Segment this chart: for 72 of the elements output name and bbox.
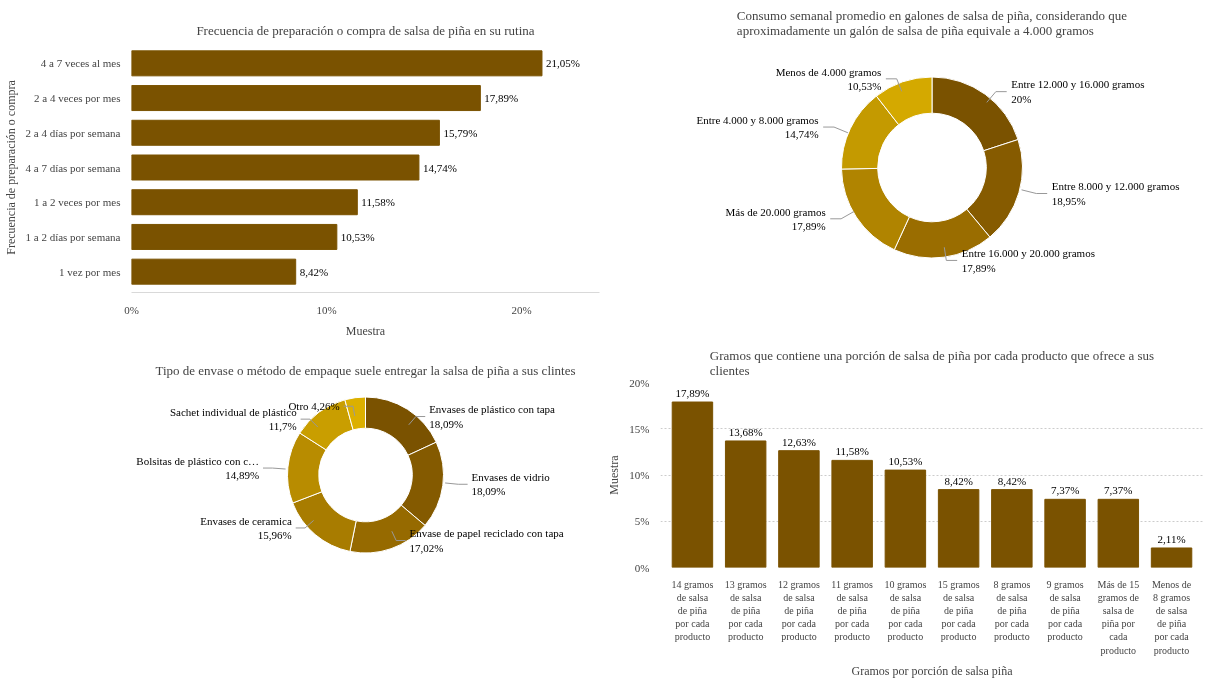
y-axis-title: Frecuencia de preparación o compra [3,79,18,255]
data-label: 17,89% [675,387,710,400]
chart-title: Gramos que contiene una porción de salsa de piña por cada producto que ofrece a sus clientes [709,347,1155,378]
y-axis-title: Muestra [607,454,622,495]
x-tick-label: 11 gramos de salsa de piña por cada producto [831,578,874,643]
y-tick-label: 2 a 4 veces por mes [34,92,121,105]
data-label: 15,79% [443,126,478,139]
x-tick-label: 13 gramos de salsa de piña por cada producto [724,578,767,643]
slice-label: Bolsitas de plástico con c… [136,454,260,467]
data-label: 11,7% [268,420,297,433]
data-label: 7,37% [1104,484,1133,497]
data-label: 8,42% [299,265,329,278]
y-tick-label: 1 a 2 veces por mes [34,196,121,209]
y-tick-label: 1 vez por mes [59,265,121,278]
data-label: 21,05% [545,57,580,70]
data-label: 8,42% [944,474,973,487]
data-label: 17,89% [484,92,519,105]
y-tick-label: 15% [629,422,650,435]
x-tick-label: 0% [124,303,139,316]
data-label: 18,95% [1051,194,1086,207]
slice-label: Entre 16.000 y 20.000 gramos [961,247,1095,260]
data-label: 13,68% [728,425,763,438]
y-tick-label: 5% [634,515,650,528]
slice-label: Entre 4.000 y 8.000 gramos [696,113,819,126]
data-label: 8,42% [997,474,1027,487]
y-tick-label: 4 a 7 veces al mes [40,57,121,70]
data-label: 18,09% [471,485,506,498]
y-tick-label: 2 a 4 días por semana [25,126,121,139]
slice-label: Envases de ceramica [200,514,292,527]
y-tick-label: 4 a 7 días por semana [25,161,121,174]
x-tick-label: Menos de 8 gramos de salsa de piña por cada producto [1151,578,1192,656]
data-label: 17,02% [409,541,444,554]
chart-title: Consumo semanal promedio en galones de salsa de piña, considerando que aproximadamente un galón de salsa de piña equivale a 4.000 gramos [736,7,1128,38]
y-tick-label: 10% [629,469,650,481]
x-tick-label: 15 gramos de salsa de piña por cada producto [937,578,980,643]
x-tick-label: 10% [316,303,337,316]
chart-title: Tipo de envase o método de empaque suele entregar la salsa de piña a sus clintes [155,362,576,378]
data-label: 2,11% [1157,532,1186,545]
data-label: 14,89% [225,469,260,482]
data-label: 20% [1011,92,1032,105]
x-tick-label: 12 gramos de salsa de piña por cada producto [777,578,820,643]
data-label: 10,53% [340,230,375,243]
y-tick-label: 0% [634,561,650,574]
x-tick-label: 10 gramos de salsa de piña por cada producto [884,578,927,643]
x-tick-label: 8 gramos de salsa de piña por cada producto [993,578,1031,643]
data-label: 18,09% [429,417,464,430]
x-tick-label: 20% [511,303,532,316]
data-label: 17,89% [961,261,996,274]
data-label: 10,53% [888,455,923,468]
data-label: 11,58% [835,445,869,458]
data-label: 14,74% [784,128,819,141]
x-tick-label: 9 gramos de salsa de piña por cada producto [1046,578,1084,643]
y-tick-label: 1 a 2 días por semana [25,230,121,243]
data-label: 7,37% [1050,484,1080,497]
x-tick-label: 14 gramos de salsa de piña por cada producto [671,578,714,643]
y-tick-label: 20% [629,376,650,389]
data-label: 10,53% [847,80,882,93]
data-label: 12,63% [781,435,816,448]
chart-title: Frecuencia de preparación o compra de salsa de piña en su rutina [196,22,535,38]
slice-label: Más de 20.000 gramos [725,205,826,218]
slice-label: Entre 12.000 y 16.000 gramos [1011,78,1145,91]
x-axis-title: Gramos por porción de salsa piña [851,663,1014,678]
slice-label: Menos de 4.000 gramos [775,65,882,78]
x-tick-label: Más de 15 gramos de salsa de piña por cada producto [1097,578,1140,656]
slice-label: Entre 8.000 y 12.000 gramos [1051,180,1180,193]
data-label: 14,74% [422,161,457,174]
slice-label: Envases de plástico con tapa [429,403,556,416]
data-label: 11,58% [361,196,395,209]
slice-label: Envases de vidrio [471,471,551,484]
data-label: 15,96% [257,529,292,542]
data-label: 17,89% [791,220,826,232]
x-axis-title: Muestra [345,323,386,338]
